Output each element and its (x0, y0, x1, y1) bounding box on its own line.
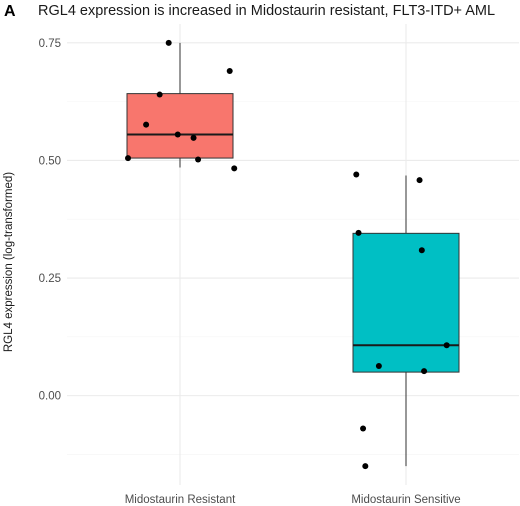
data-point-1-6 (418, 247, 425, 254)
data-point-0-5 (190, 134, 197, 141)
y-tick-label-3: 0.75 (39, 38, 61, 50)
box-group-1 (352, 171, 460, 470)
data-point-1-4 (362, 463, 369, 470)
y-tick-label-2: 0.50 (39, 155, 61, 167)
box-1 (352, 232, 460, 373)
y-axis: 0.00 0.25 0.50 0.75 (39, 38, 61, 403)
data-point-1-0 (353, 171, 360, 178)
box-group-0 (125, 39, 238, 172)
data-point-1-5 (416, 177, 423, 184)
x-tick-label-0: Midostaurin Resistant (125, 494, 236, 506)
y-axis-title: RGL4 expression (log-transformed) (3, 172, 15, 352)
x-tick-label-1: Midostaurin Sensitive (351, 494, 460, 506)
box-0 (126, 93, 234, 159)
boxes (125, 39, 460, 470)
x-axis: Midostaurin Resistant Midostaurin Sensiti… (125, 494, 461, 506)
data-point-1-8 (443, 342, 450, 349)
data-point-0-2 (156, 91, 163, 98)
y-tick-label-0: 0.00 (39, 391, 61, 403)
data-point-0-6 (195, 156, 202, 163)
data-point-0-1 (143, 121, 150, 128)
data-point-0-0 (125, 155, 132, 162)
y-tick-label-1: 0.25 (39, 273, 61, 285)
chart-title: RGL4 expression is increased in Midostau… (38, 3, 495, 19)
panel-letter: A (4, 3, 16, 20)
data-point-1-2 (360, 425, 367, 432)
data-point-0-7 (226, 68, 233, 75)
data-point-0-8 (231, 165, 238, 172)
data-point-0-4 (174, 131, 181, 138)
data-point-1-1 (355, 229, 362, 236)
data-point-0-3 (165, 39, 172, 46)
data-point-1-3 (375, 362, 382, 369)
data-point-1-7 (421, 368, 428, 375)
